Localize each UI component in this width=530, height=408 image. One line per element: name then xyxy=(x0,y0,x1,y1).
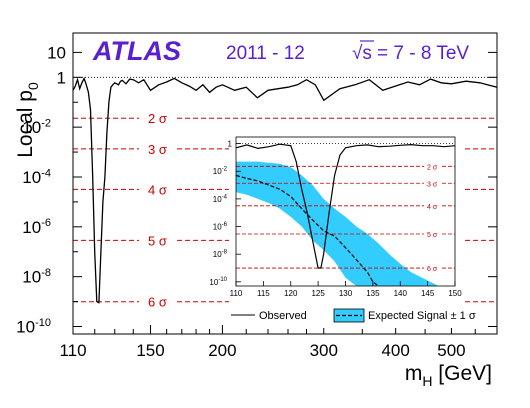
x-tick-label: 110 xyxy=(59,341,86,360)
inset-x-tick-label: 125 xyxy=(311,289,325,298)
main-frame xyxy=(72,32,498,335)
inset-x-tick-label: 135 xyxy=(366,289,380,298)
inset-x-tick-label: 140 xyxy=(394,289,408,298)
x-tick-label: 150 xyxy=(136,341,164,360)
y-tick-label: 10-2 xyxy=(22,118,51,138)
inset-observed-curve xyxy=(235,143,456,269)
y-tick-label: 1 xyxy=(57,68,66,87)
y-tick-label: 10-10 xyxy=(16,317,51,337)
expected-curve xyxy=(235,174,379,287)
inset-x-tick-label: 110 xyxy=(230,289,243,298)
experiment-label: ATLAS xyxy=(92,36,181,66)
sigma-label: 5 σ xyxy=(148,233,167,248)
header-labels: ATLAS 2011 - 12 √s = 7 - 8 TeV xyxy=(92,36,469,66)
inset-sigma-label: 6 σ xyxy=(427,266,438,273)
x-tick-label: 200 xyxy=(208,341,236,360)
inset-y-tick-label: 10-10 xyxy=(209,277,227,287)
inset-sigma-label: 5 σ xyxy=(427,232,438,239)
x-tick-label: 500 xyxy=(437,341,465,360)
sigma-label: 2 σ xyxy=(148,111,167,126)
sigma-label: 6 σ xyxy=(148,295,167,310)
inset-x-tick-label: 150 xyxy=(448,289,462,298)
inset-y-tick-label: 10-4 xyxy=(213,194,228,204)
inset-legend: Observed Expected Signal ± 1 σ xyxy=(231,308,476,323)
x-tick-label: 300 xyxy=(310,341,338,360)
legend-observed-label: Observed xyxy=(259,310,307,322)
expected-band xyxy=(236,161,439,286)
energy-label: = 7 - 8 TeV xyxy=(377,43,469,64)
sqrt-s-label: √s xyxy=(352,43,372,64)
sigma-label: 4 σ xyxy=(148,182,167,197)
y-tick-label: 10-6 xyxy=(22,217,51,237)
y-axis-title: Local p0 xyxy=(14,82,41,158)
x-tick-label: 400 xyxy=(381,341,409,360)
years-label: 2011 - 12 xyxy=(226,43,305,64)
main-axes-text: Local p0 mH [GeV] xyxy=(14,82,492,389)
inset-x-tick-label: 145 xyxy=(421,289,435,298)
inset-y-tick-label: 10-6 xyxy=(213,222,228,232)
inset-y-tick-label: 1 xyxy=(228,140,233,149)
inset-y-tick-label: 10-8 xyxy=(213,250,228,260)
y-tick-label: 10-4 xyxy=(22,167,51,187)
inset-x-tick-label: 130 xyxy=(339,289,353,298)
inset-x-tick-label: 115 xyxy=(257,289,270,298)
inset-plot: 2 σ 3 σ 4 σ 5 σ 6 σ 10-10 10-8 10-6 10-4 10-2 1 110… xyxy=(209,131,463,328)
inset-y-tick-label: 10-2 xyxy=(213,167,228,177)
inset-sigma-label: 3 σ xyxy=(427,181,438,188)
observed-curve xyxy=(72,76,498,304)
x-axis-title: mH [GeV] xyxy=(405,362,492,389)
sigma-label: 3 σ xyxy=(148,142,167,157)
inset-sigma-label: 2 σ xyxy=(427,164,438,171)
inset-sigma-label: 4 σ xyxy=(427,204,438,211)
y-tick-label: 10 xyxy=(47,43,66,62)
y-tick-label: 10-8 xyxy=(22,267,51,287)
inset-x-tick-label: 120 xyxy=(284,289,298,298)
legend-expected-label: Expected Signal ± 1 σ xyxy=(368,310,476,322)
